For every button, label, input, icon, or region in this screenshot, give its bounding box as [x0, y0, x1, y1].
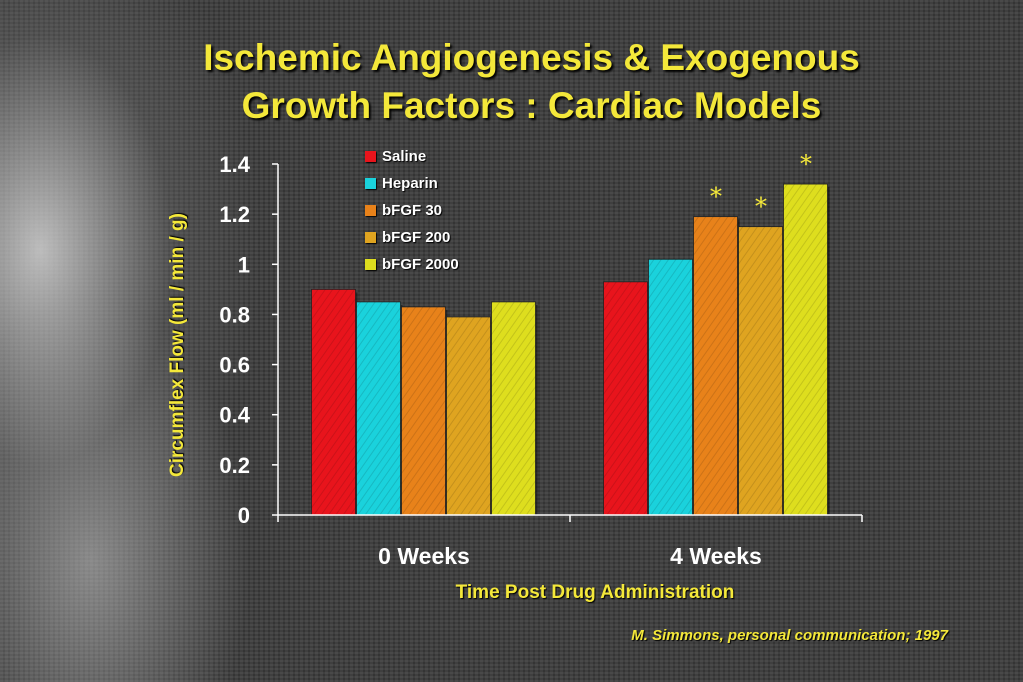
bar-saline-4-weeks-texture [603, 281, 648, 515]
significance-marker-bfgf-30: * [710, 183, 722, 211]
y-axis-label: Circumflex Flow (ml / min / g) [167, 213, 188, 477]
y-tick-label-2: 0.4 [219, 403, 250, 428]
y-tick-label-5: 1 [238, 252, 250, 277]
y-tick-label-4: 0.8 [219, 302, 250, 327]
legend-item-bfgf2000: bFGF 2000 [365, 251, 459, 278]
legend-item-heparin: Heparin [365, 170, 459, 197]
legend-label-heparin: Heparin [382, 175, 438, 192]
y-tick-label-7: 1.4 [219, 152, 250, 177]
legend-label-bfgf200: bFGF 200 [382, 229, 451, 246]
title-line-2: Growth Factors : Cardiac Models [241, 85, 822, 126]
legend-swatch-saline [365, 151, 376, 162]
bar-bfgf-200-4-weeks-texture [738, 226, 783, 515]
legend-label-bfgf2000: bFGF 2000 [382, 256, 459, 273]
bars-group: * * * [311, 150, 830, 516]
bar-bfgf-30-4-weeks-texture [693, 216, 738, 515]
axes-group: 0 0.2 0.4 0.6 0.8 1 1.2 1.4 0 Weeks 4 Weeks [219, 152, 863, 569]
bar-bfgf-2000-0-weeks-texture [491, 301, 536, 515]
y-tick-label-0: 0 [238, 503, 250, 528]
y-tick-label-6: 1.2 [219, 202, 250, 227]
bar-heparin-0-weeks-texture [356, 301, 401, 515]
y-tick-label-1: 0.2 [219, 453, 250, 478]
significance-marker-bfgf-2000: * [800, 150, 812, 178]
bar-saline-0-weeks-texture [311, 289, 356, 515]
legend-label-bfgf30: bFGF 30 [382, 202, 443, 219]
x-tick-label-0-weeks: 0 Weeks [378, 543, 470, 569]
legend-swatch-bfgf30 [365, 205, 376, 216]
legend-item-bfgf30: bFGF 30 [365, 197, 459, 224]
legend: Saline Heparin bFGF 30 bFGF 200 bFGF 200… [365, 143, 459, 278]
legend-swatch-bfgf2000 [365, 259, 376, 270]
y-tick-label-3: 0.6 [219, 353, 250, 378]
bar-bfgf-2000-4-weeks-texture [783, 184, 828, 516]
bar-heparin-4-weeks-texture [648, 259, 693, 515]
legend-label-saline: Saline [382, 148, 427, 165]
legend-item-bfgf200: bFGF 200 [365, 224, 459, 251]
source-note: M. Simmons, personal communication; 1997 [631, 627, 948, 644]
legend-swatch-bfgf200 [365, 232, 376, 243]
title-line-1: Ischemic Angiogenesis & Exogenous [203, 37, 860, 78]
chart-title: Ischemic Angiogenesis & Exogenous Growth… [0, 34, 1023, 130]
legend-swatch-heparin [365, 178, 376, 189]
significance-marker-bfgf-200: * [755, 193, 767, 221]
x-axis-label: Time Post Drug Administration [455, 582, 735, 603]
legend-item-saline: Saline [365, 143, 459, 170]
bar-bfgf-200-0-weeks-texture [446, 316, 491, 515]
bar-bfgf-30-0-weeks-texture [401, 306, 446, 515]
x-tick-label-4-weeks: 4 Weeks [670, 543, 762, 569]
